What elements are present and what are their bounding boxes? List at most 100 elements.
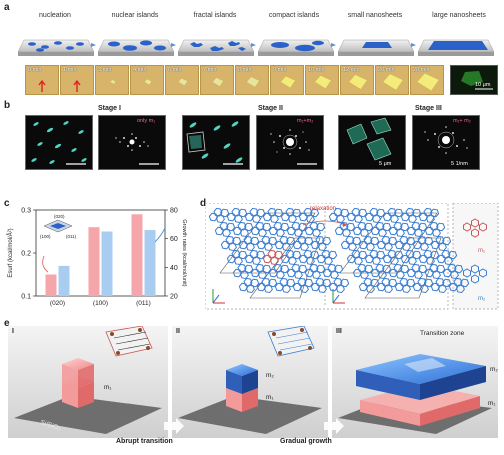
timelapse-frame: 8 min xyxy=(235,65,269,95)
stage1-m1-label: m₁ xyxy=(104,384,112,391)
stage3-m2-label: m₂ xyxy=(490,366,498,373)
axis-triad-right xyxy=(332,289,345,304)
stage-compact-islands: compact islands xyxy=(268,12,320,19)
nanosheet-crystal xyxy=(109,79,117,85)
bar-esurf xyxy=(131,214,143,296)
gradual-growth-label: Gradual growth xyxy=(280,438,332,445)
lattice-right xyxy=(339,212,442,299)
molecule-m2 xyxy=(430,276,452,295)
nanosheet-crystal xyxy=(212,77,224,87)
bar-esurf xyxy=(45,274,57,296)
legend-m2-label: m₂ xyxy=(478,296,486,302)
stage-title-2: Stage II xyxy=(258,105,283,112)
stage-title-1: Stage I xyxy=(98,105,121,112)
axis-triad-left xyxy=(212,289,225,304)
panel-label-b: b xyxy=(4,100,11,111)
timelapse-frame: 3 min xyxy=(95,65,129,95)
growth-mechanism-illustration xyxy=(8,326,498,438)
inset-label-011: (011) xyxy=(66,234,77,239)
right-axis-arrow-icon xyxy=(154,227,166,243)
molecule-m2 xyxy=(310,276,332,295)
stage3-diffraction: m₁+ m₂ 5 1/nm xyxy=(412,115,480,170)
timelapse-frame: 9 min xyxy=(270,65,304,95)
timelapse-time-label: 4 min xyxy=(133,67,147,73)
molecule-m2 xyxy=(292,276,314,295)
panel-label-a: a xyxy=(4,2,10,13)
bar-growth-rate xyxy=(101,231,113,296)
scale-bar-recip: 5 1/nm xyxy=(451,161,468,167)
y-axis-left-label: Esurf (kcal/mol/Å²) xyxy=(7,228,14,277)
nanosheet-crystal xyxy=(280,75,296,89)
schematic-plate-5 xyxy=(337,39,415,56)
stage-title-3: Stage III xyxy=(415,105,442,112)
nanosheet-crystal xyxy=(246,76,260,88)
timelapse-time-label: 0 min xyxy=(28,67,42,73)
molecule-m2 xyxy=(232,262,254,281)
stage-fractal-islands: fractal islands xyxy=(193,12,237,19)
surface-energy-chart: 0.1 0.2 0.3 20 40 60 80 (020) (100) (011) Esurf (k… xyxy=(7,208,187,308)
timelapse-time-label: 7 min xyxy=(203,67,217,73)
right-tick-label: 40 xyxy=(170,265,178,272)
panel-label-c: c xyxy=(4,198,10,209)
molecule-m2 xyxy=(352,262,374,281)
nucleation-arrow-icon xyxy=(38,79,46,92)
transition-zone-label: Transition zone xyxy=(420,330,465,337)
stage3-micrograph: 5 μm xyxy=(338,115,406,170)
schematic-plate-2 xyxy=(97,39,175,56)
left-tick-label: 0.1 xyxy=(21,294,31,301)
stage3-m1-label: m₁ xyxy=(488,400,496,407)
schematic-arrows xyxy=(91,43,416,47)
x-tick-label: (011) xyxy=(136,300,151,307)
nanosheet-crystal xyxy=(416,72,440,92)
legend-m1-label: m₁ xyxy=(478,248,486,254)
stage-nucleation: nucleation xyxy=(39,12,71,19)
inset-label-100: (100) xyxy=(40,234,51,239)
note-m1-m2-text: m₁+m₂ xyxy=(297,118,314,124)
note-m1-m2-b: m₁+ m₂ xyxy=(453,118,471,124)
timelapse-time-label: 8 min xyxy=(238,67,252,73)
timelapse-frame: 28 min xyxy=(410,65,444,95)
scale-bar-10um: 10 μm xyxy=(475,82,491,88)
bar-growth-rate xyxy=(144,230,156,296)
molecule-m2 xyxy=(328,276,350,295)
schematic-plate-1 xyxy=(17,39,95,56)
molecular-structure-panel xyxy=(205,203,499,310)
timelapse-time-label: 20 min xyxy=(378,67,395,73)
molecule-m2 xyxy=(412,276,434,295)
stage-nuclear-islands: nuclear islands xyxy=(111,12,159,19)
x-tick-label: (100) xyxy=(93,300,108,307)
schematic-plate-4 xyxy=(257,39,335,56)
inset-crystal-top xyxy=(50,223,66,229)
timelapse-frame: 12 min xyxy=(340,65,374,95)
timelapse-frame: 10 min xyxy=(305,65,339,95)
right-tick-label: 20 xyxy=(170,294,178,301)
nanosheet-crystal xyxy=(382,73,404,91)
molecule-m2 xyxy=(274,276,296,295)
timelapse-time-label: 3 min xyxy=(98,67,112,73)
stage2-micrograph xyxy=(182,115,250,170)
right-tick-label: 60 xyxy=(170,236,178,243)
timelapse-time-label: 6 min xyxy=(168,67,182,73)
growth-schematic xyxy=(17,39,495,56)
schematic-plate-6 xyxy=(417,39,495,56)
timelapse-time-label: 9 min xyxy=(273,67,287,73)
note-only-m1: only m₁ xyxy=(137,118,156,124)
x-tick-label: (020) xyxy=(50,300,65,307)
timelapse-frame: 1 min xyxy=(60,65,94,95)
stage2-cubes xyxy=(226,364,258,412)
panel-label-d: d xyxy=(200,198,207,209)
left-tick-label: 0.3 xyxy=(21,208,31,215)
timelapse-time-label: 1 min xyxy=(63,67,77,73)
stage2-m1-label: m₁ xyxy=(266,394,274,401)
scale-bar-5um: 5 μm xyxy=(379,161,392,167)
stage-number-1: I xyxy=(12,328,14,335)
timelapse-time-label: 10 min xyxy=(308,67,325,73)
stage2-m2-label: m₂ xyxy=(266,372,274,379)
stage-large-nanosheets: large nanosheets xyxy=(432,12,486,19)
right-tick-label: 80 xyxy=(170,208,178,215)
schematic-plate-3 xyxy=(177,39,255,56)
relaxation-label: relaxation xyxy=(310,206,337,212)
stage1-micrograph xyxy=(25,115,93,170)
stage1-m1-cubes xyxy=(62,358,94,408)
nucleation-arrow-icon xyxy=(73,79,81,92)
